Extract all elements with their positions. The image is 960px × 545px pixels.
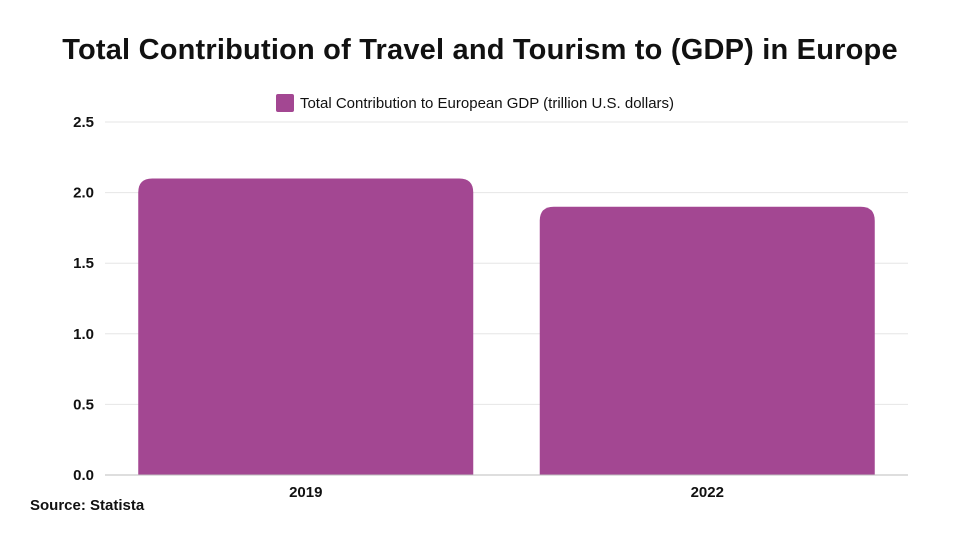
source-note: Source: Statista [30, 497, 145, 514]
bar-2019 [138, 178, 474, 476]
x-tick-label: 2019 [289, 484, 322, 501]
y-tick-label: 2.0 [73, 185, 94, 202]
y-tick-label: 2.5 [73, 114, 94, 131]
legend-label: Total Contribution to European GDP (tril… [299, 94, 675, 112]
y-tick-label: 1.5 [73, 255, 94, 272]
y-tick-label: 0.0 [73, 467, 94, 484]
y-tick-label: 1.0 [73, 326, 94, 343]
legend-swatch [275, 94, 294, 112]
x-tick-label: 2022 [691, 484, 724, 501]
y-tick-label: 0.5 [73, 396, 94, 413]
chart-title: Total Contribution of Travel and Tourism… [62, 34, 898, 66]
bar-2022 [539, 206, 875, 475]
chart-legend: Total Contribution to European GDP (tril… [0, 94, 960, 112]
